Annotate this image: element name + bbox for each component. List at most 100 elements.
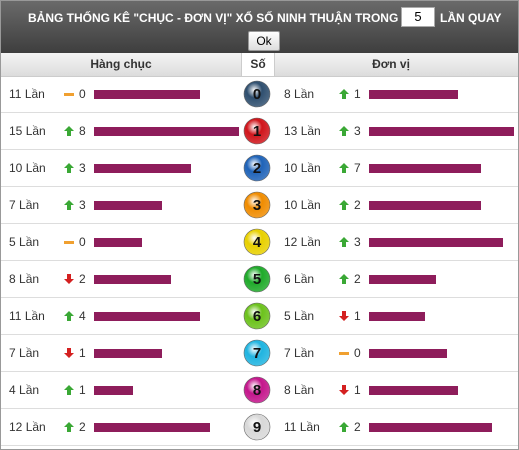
up-arrow — [339, 422, 349, 432]
up-arrow — [64, 163, 74, 173]
times-word: Lần — [24, 309, 45, 323]
count-label: 4 Lần — [9, 383, 39, 397]
up-arrow — [64, 422, 74, 432]
count-bar — [369, 164, 481, 173]
delta: 3 — [354, 124, 361, 138]
count: 6 — [284, 272, 291, 286]
digit: 1 — [253, 123, 261, 140]
digit: 0 — [253, 86, 261, 103]
trend-icon — [339, 237, 349, 247]
delta: 1 — [79, 383, 86, 397]
count-bar — [94, 201, 162, 210]
digit-ball: 7 — [243, 339, 271, 367]
count-bar — [94, 349, 162, 358]
count-label: 8 Lần — [284, 383, 314, 397]
trend-icon — [64, 241, 74, 244]
count-bar — [369, 349, 448, 358]
up-arrow — [339, 274, 349, 284]
count: 8 — [9, 272, 16, 286]
down-arrow — [339, 385, 349, 395]
trend-icon — [64, 311, 74, 321]
digit-ball: 1 — [243, 117, 271, 145]
ball — [243, 228, 271, 256]
count: 11 — [9, 309, 22, 323]
column-header: Số — [250, 57, 266, 71]
count-bar — [94, 90, 201, 99]
delta: 2 — [79, 272, 86, 286]
times-word: Lần — [294, 87, 315, 101]
trend-icon — [64, 200, 74, 210]
count: 8 — [284, 87, 291, 101]
times-word: Lần — [300, 235, 321, 249]
ball — [243, 339, 271, 367]
count-label: 11 Lần — [9, 87, 45, 101]
column-header: Đơn vị — [372, 57, 410, 71]
up-arrow — [64, 126, 74, 136]
count-label: 7 Lần — [284, 346, 314, 360]
up-arrow — [64, 385, 74, 395]
count: 10 — [284, 198, 298, 212]
count-label: 15 Lần — [9, 124, 46, 138]
trend-icon — [339, 311, 349, 321]
down-arrow — [339, 311, 349, 321]
digit: 2 — [253, 160, 261, 177]
trend-icon — [339, 422, 349, 432]
digit-ball: 4 — [243, 228, 271, 256]
count-label: 13 Lần — [284, 124, 321, 138]
up-arrow — [64, 311, 74, 321]
digit: 3 — [253, 197, 261, 214]
count-label: 6 Lần — [284, 272, 314, 286]
delta: 0 — [354, 346, 361, 360]
count-bar — [369, 201, 481, 210]
count-bar — [94, 275, 172, 284]
times-word: Lần — [24, 87, 45, 101]
ball — [243, 376, 271, 404]
count-label: 5 Lần — [9, 235, 39, 249]
table-row: 11 Lần 4 5 Lần 1 6 — [1, 298, 518, 335]
delta: 8 — [79, 124, 86, 138]
delta: 2 — [79, 420, 86, 434]
delta: 3 — [79, 198, 86, 212]
count-label: 10 Lần — [9, 161, 46, 175]
times-word: Lần — [300, 124, 321, 138]
digit: 6 — [253, 308, 261, 325]
table-row: 10 Lần 3 10 Lần 7 2 — [1, 150, 518, 187]
digit-ball: 2 — [243, 154, 271, 182]
times-word: Lần — [19, 198, 40, 212]
digit-header-cell: Số — [241, 53, 275, 76]
count: 7 — [9, 346, 16, 360]
count-bar — [369, 275, 436, 284]
count: 4 — [9, 383, 16, 397]
draw-count-input[interactable]: 5 — [401, 7, 435, 27]
count-label: 12 Lần — [9, 420, 46, 434]
digit: 5 — [253, 271, 261, 288]
trend-icon — [64, 163, 74, 173]
table-row: 7 Lần 3 10 Lần 2 3 — [1, 187, 518, 224]
ball — [243, 117, 271, 145]
count-label: 11 Lần — [9, 309, 45, 323]
count-bar — [369, 423, 492, 432]
delta: 4 — [79, 309, 86, 323]
ball — [243, 191, 271, 219]
count: 7 — [9, 198, 16, 212]
trend-icon — [339, 385, 349, 395]
up-arrow — [339, 163, 349, 173]
count: 13 — [284, 124, 298, 138]
count-bar — [94, 238, 143, 247]
trend-icon — [339, 200, 349, 210]
delta: 7 — [354, 161, 361, 175]
trend-icon — [64, 422, 74, 432]
count-label: 5 Lần — [284, 309, 314, 323]
title: BẢNG THỐNG KÊ "CHỤC - ĐƠN VỊ" XỔ SỐ NINH… — [28, 11, 399, 25]
ball — [243, 154, 271, 182]
digit: 7 — [253, 345, 261, 362]
times-word: Lần — [294, 272, 315, 286]
table-row: 5 Lần 0 12 Lần 3 4 — [1, 224, 518, 261]
title-suffix: LẦN QUAY — [440, 11, 502, 25]
up-arrow — [339, 237, 349, 247]
ok-button[interactable]: Ok — [248, 31, 280, 51]
trend-icon — [339, 274, 349, 284]
count: 10 — [9, 161, 23, 175]
digit-ball: 6 — [243, 302, 271, 330]
